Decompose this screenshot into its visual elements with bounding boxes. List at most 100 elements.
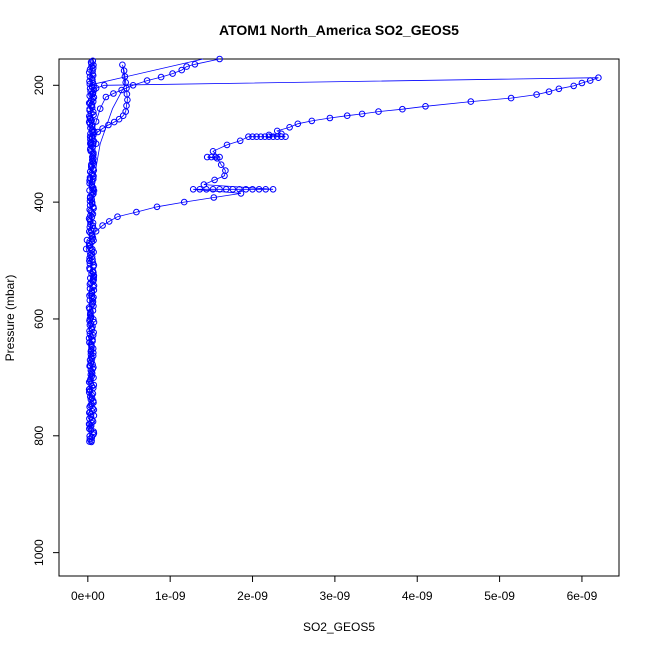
data-point xyxy=(86,77,93,85)
data-point xyxy=(87,393,94,401)
data-point xyxy=(89,365,96,373)
data-point xyxy=(86,377,94,384)
data-point xyxy=(286,124,293,131)
y-axis-label: Pressure (mbar) xyxy=(3,275,17,362)
data-point xyxy=(237,190,245,197)
y-tick-label: 1000 xyxy=(32,539,46,566)
data-point xyxy=(90,237,97,244)
data-point xyxy=(88,60,95,68)
data-point xyxy=(265,131,273,139)
data-point xyxy=(86,425,93,433)
data-point xyxy=(294,120,302,128)
data-point xyxy=(209,186,217,193)
data-point xyxy=(86,115,94,123)
x-tick-label: 0e+00 xyxy=(71,589,105,603)
data-point xyxy=(223,141,231,149)
data-point xyxy=(257,133,265,140)
data-point xyxy=(86,327,93,335)
x-tick-label: 4e-09 xyxy=(402,589,433,603)
data-point xyxy=(210,194,218,201)
data-point xyxy=(255,186,263,193)
y-tick-label: 600 xyxy=(32,309,46,329)
data-point xyxy=(249,133,256,140)
data-point xyxy=(129,82,137,89)
x-tick-label: 5e-09 xyxy=(484,589,515,603)
data-point xyxy=(555,85,563,93)
data-point xyxy=(88,372,95,380)
data-point xyxy=(253,133,260,140)
data-point xyxy=(203,153,211,161)
series-line xyxy=(90,58,220,144)
data-point xyxy=(90,381,98,389)
data-point xyxy=(89,67,96,75)
data-point xyxy=(278,133,285,140)
data-point xyxy=(222,186,230,193)
data-point xyxy=(88,209,95,216)
data-point xyxy=(119,112,127,119)
data-point xyxy=(269,186,277,193)
data-point xyxy=(87,244,94,251)
series-line xyxy=(85,77,599,442)
data-point xyxy=(90,187,98,194)
x-tick-label: 6e-09 xyxy=(567,589,598,603)
y-tick-label: 400 xyxy=(32,192,46,212)
data-point xyxy=(85,386,93,393)
data-point xyxy=(180,198,188,206)
data-point xyxy=(89,405,96,412)
data-point xyxy=(105,121,112,129)
data-point xyxy=(86,257,93,265)
data-point xyxy=(212,153,219,161)
data-point xyxy=(88,343,95,351)
x-tick-label: 2e-09 xyxy=(237,589,268,603)
data-point xyxy=(308,117,316,125)
data-point xyxy=(236,137,244,145)
data-point xyxy=(169,70,176,77)
chart-title: ATOM1 North_America SO2_GEOS5 xyxy=(219,22,459,38)
data-point xyxy=(570,82,578,90)
data-point xyxy=(102,93,110,101)
data-point xyxy=(375,108,382,115)
data-point xyxy=(586,77,594,84)
data-point xyxy=(245,133,252,140)
data-point xyxy=(216,153,223,161)
data-point xyxy=(217,161,225,168)
data-point xyxy=(90,283,97,291)
data-point xyxy=(88,391,95,399)
data-point xyxy=(595,74,602,81)
data-point xyxy=(89,222,97,230)
data-point xyxy=(183,63,190,70)
data-point xyxy=(87,424,94,431)
data-point xyxy=(133,208,140,216)
data-point xyxy=(88,419,95,427)
x-tick-label: 3e-09 xyxy=(320,589,351,603)
data-point xyxy=(88,438,95,446)
data-point xyxy=(90,172,97,180)
data-point xyxy=(358,110,366,118)
data-point xyxy=(115,115,123,123)
data-point xyxy=(222,167,229,174)
data-point xyxy=(209,148,217,155)
data-point xyxy=(90,175,97,183)
data-point xyxy=(343,112,351,119)
data-point xyxy=(326,114,334,122)
data-point xyxy=(261,133,269,140)
data-point xyxy=(422,103,429,110)
data-point xyxy=(249,186,256,193)
data-point xyxy=(101,82,108,89)
data-point xyxy=(189,186,197,193)
series-line xyxy=(89,64,128,144)
data-point xyxy=(236,186,243,193)
data-point xyxy=(269,133,277,140)
data-point xyxy=(265,133,273,140)
data-point xyxy=(105,218,113,225)
data-point xyxy=(99,222,106,229)
data-point xyxy=(96,105,104,112)
data-point xyxy=(89,79,97,86)
data-point xyxy=(216,55,223,63)
series-layer xyxy=(82,55,602,446)
data-point xyxy=(208,153,215,161)
y-tick-label: 200 xyxy=(32,75,46,95)
x-axis: 0e+00 1e-09 2e-09 3e-09 4e-09 5e-09 6e-09 xyxy=(71,576,598,603)
data-point xyxy=(191,61,199,68)
